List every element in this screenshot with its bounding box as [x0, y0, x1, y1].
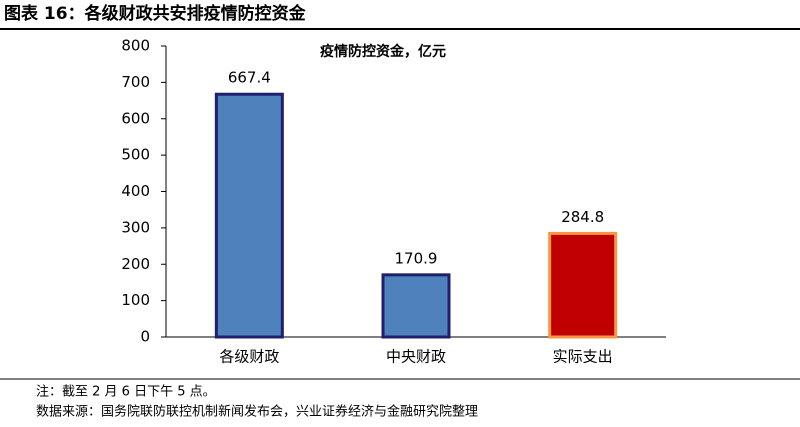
- y-tick-label: 400: [121, 182, 150, 200]
- source: 数据来源：国务院联防联控机制新闻发布会，兴业证券经济与金融研究院整理: [36, 404, 478, 420]
- y-tick-label: 800: [121, 37, 150, 55]
- value-label: 284.8: [561, 208, 604, 226]
- bar: [548, 231, 618, 339]
- note: 注：截至 2 月 6 日下午 5 点。: [36, 385, 216, 400]
- x-tick-label: 实际支出: [553, 348, 613, 366]
- x-tick-label: 各级财政: [219, 348, 279, 366]
- y-tick-label: 600: [121, 109, 150, 127]
- chart-subtitle: 疫情防控资金，亿元: [320, 43, 446, 60]
- value-label: 170.9: [395, 249, 438, 267]
- x-tick-label: 中央财政: [386, 348, 446, 366]
- y-tick-label: 200: [121, 255, 150, 273]
- y-tick-label: 0: [140, 328, 150, 346]
- chart-title: 图表 16：各级财政共安排疫情防控资金: [4, 3, 307, 24]
- y-tick-label: 100: [121, 291, 150, 309]
- y-tick-label: 300: [121, 218, 150, 236]
- y-tick-label: 500: [121, 146, 150, 164]
- value-label: 667.4: [228, 69, 271, 87]
- y-tick-label: 700: [121, 73, 150, 91]
- bar: [381, 273, 451, 339]
- bar: [214, 92, 284, 339]
